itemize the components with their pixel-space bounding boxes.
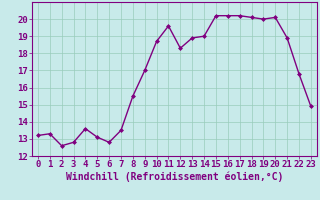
X-axis label: Windchill (Refroidissement éolien,°C): Windchill (Refroidissement éolien,°C) bbox=[66, 172, 283, 182]
